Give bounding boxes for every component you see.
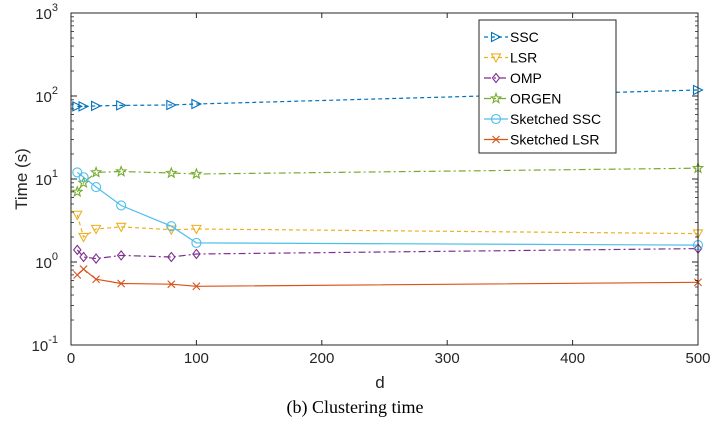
- data-point-omp: [192, 248, 201, 260]
- data-point-sketched-ssc: [191, 237, 202, 248]
- data-point-sketched-ssc: [166, 221, 177, 232]
- plot-lines: [71, 84, 705, 291]
- data-point-orgen: [165, 166, 178, 179]
- data-point-orgen: [114, 164, 128, 177]
- data-point-orgen: [190, 167, 203, 180]
- legend-label: ORGEN: [510, 91, 561, 107]
- series-line-lsr: [76, 214, 699, 238]
- series-line-orgen: [76, 167, 699, 193]
- data-point-omp: [79, 251, 88, 263]
- x-ticks: 0 100 200 300 400 500: [67, 13, 710, 367]
- x-tick-label: 0: [67, 350, 75, 367]
- legend-label: OMP: [510, 70, 542, 86]
- data-point-ssc: [116, 100, 127, 111]
- legend-item-ssc: SSC: [484, 29, 539, 45]
- data-point-ssc: [72, 100, 83, 112]
- data-point-sketched-lsr: [117, 279, 126, 288]
- series-orgen: [71, 161, 705, 198]
- data-point-sketched-lsr: [92, 275, 101, 284]
- legend-item-sketched-lsr: Sketched LSR: [484, 132, 600, 148]
- legend: SSC LSR OMP ORGEN Sketched SSC Sketched LSR: [478, 19, 617, 154]
- y-ticks: 10-1 100 101 102 103: [32, 2, 698, 355]
- x-tick-label: 400: [560, 350, 585, 367]
- legend-marker: [490, 53, 502, 64]
- data-point-sketched-lsr: [192, 282, 201, 291]
- legend-marker: [490, 31, 502, 43]
- series-line-omp: [76, 248, 699, 260]
- data-point-sketched-ssc: [72, 167, 83, 178]
- series-sketched-lsr: [73, 265, 702, 291]
- y-tick-label: 10-1: [32, 334, 58, 355]
- y-tick-label: 101: [35, 168, 58, 189]
- figure-caption: (b) Clustering time: [286, 397, 424, 417]
- data-point-omp: [167, 251, 176, 263]
- series-sketched-ssc: [72, 167, 704, 251]
- data-point-sketched-ssc: [116, 200, 127, 211]
- data-point-ssc: [91, 100, 102, 112]
- legend-item-lsr: LSR: [484, 50, 537, 66]
- legend-label: LSR: [510, 50, 537, 66]
- y-tick-label: 100: [35, 251, 58, 272]
- legend-item-orgen: ORGEN: [484, 91, 561, 107]
- legend-marker: [490, 113, 502, 125]
- x-tick-label: 300: [435, 350, 460, 367]
- x-tick-label: 200: [309, 350, 334, 367]
- series-line-sketched-ssc: [76, 171, 699, 246]
- data-point-lsr: [115, 222, 127, 233]
- y-axis-label: Time (s): [12, 148, 31, 210]
- data-point-lsr: [71, 210, 83, 221]
- legend-box: [478, 19, 617, 154]
- x-tick-label: 500: [685, 350, 710, 367]
- x-axis-label: d: [375, 373, 384, 392]
- data-point-orgen: [89, 165, 103, 178]
- data-point-sketched-ssc: [91, 181, 102, 193]
- legend-label: Sketched LSR: [510, 132, 600, 148]
- data-point-omp: [72, 244, 82, 256]
- y-tick-label: 103: [35, 2, 58, 23]
- series-line-ssc: [77, 89, 699, 107]
- data-point-lsr: [78, 232, 89, 243]
- data-point-lsr: [90, 224, 102, 235]
- data-point-sketched-ssc: [78, 172, 89, 183]
- legend-marker: [491, 72, 501, 84]
- legend-item-omp: OMP: [484, 70, 542, 86]
- data-point-orgen: [71, 185, 84, 198]
- data-point-omp: [116, 250, 126, 261]
- data-point-sketched-lsr: [167, 280, 176, 289]
- x-tick-label: 100: [184, 350, 209, 367]
- data-point-ssc: [166, 99, 178, 111]
- data-point-ssc: [78, 100, 90, 112]
- series-omp: [72, 243, 703, 264]
- data-point-omp: [91, 253, 101, 264]
- legend-marker: [489, 91, 503, 104]
- data-point-orgen: [77, 176, 90, 189]
- data-point-lsr: [190, 224, 202, 235]
- legend-label: SSC: [510, 29, 539, 45]
- data-point-ssc: [191, 98, 203, 110]
- series-ssc: [72, 84, 704, 112]
- legend-marker: [492, 135, 500, 144]
- data-point-sketched-lsr: [79, 265, 88, 274]
- legend-item-sketched-ssc: Sketched SSC: [484, 111, 601, 127]
- legend-label: Sketched SSC: [510, 111, 601, 127]
- y-tick-label: 102: [35, 85, 58, 106]
